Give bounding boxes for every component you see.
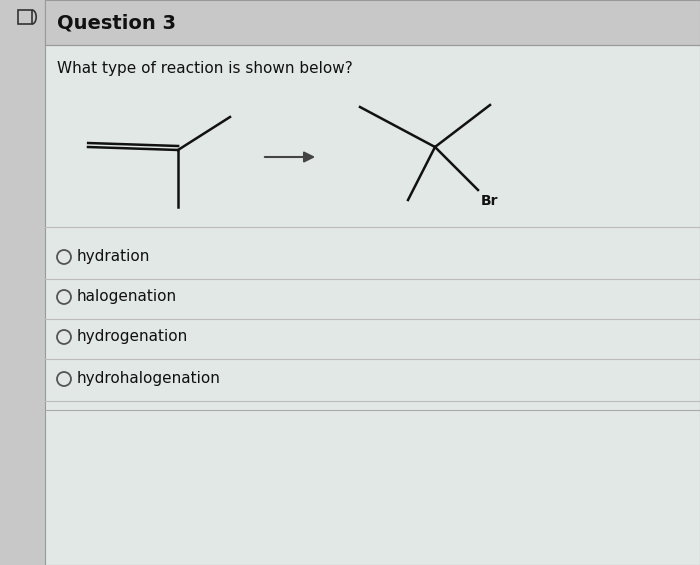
- Bar: [0, 0, 45, 565]
- Bar: [18, 10, 32, 24]
- Text: hydration: hydration: [77, 250, 150, 264]
- Text: Question 3: Question 3: [57, 14, 176, 33]
- Bar: [45, 0, 700, 45]
- Text: Br: Br: [481, 194, 498, 208]
- Text: hydrohalogenation: hydrohalogenation: [77, 372, 221, 386]
- Text: halogenation: halogenation: [77, 289, 177, 305]
- Text: What type of reaction is shown below?: What type of reaction is shown below?: [57, 60, 353, 76]
- Text: hydrogenation: hydrogenation: [77, 329, 188, 345]
